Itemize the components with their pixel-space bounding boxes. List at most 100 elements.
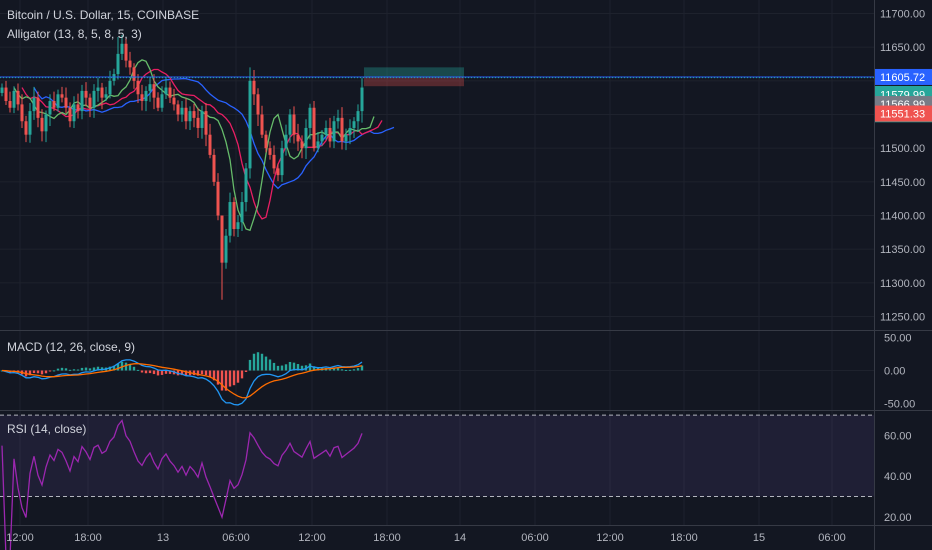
candle-body [224,235,228,263]
macd-bar [148,370,152,374]
candle [212,148,216,186]
time-tick-label: 18:00 [74,532,102,544]
vertical-gridlines [19,0,833,525]
macd-bar [28,370,32,376]
candle [204,103,208,147]
price-tick-label: 11400.00 [880,211,925,223]
macd-bar [276,365,280,371]
candle-body [188,111,192,122]
price-badge-label: 11605.72 [880,72,925,84]
candle-body [268,148,272,155]
macd-bar [296,364,300,371]
candle [200,105,204,139]
candle-body [184,107,188,122]
candle-body [252,80,256,95]
candle [16,83,20,111]
time-tick-label: 06:00 [818,532,846,544]
macd-bar [44,370,48,374]
macd-bar [84,367,88,371]
candle [260,105,264,139]
candle-body [304,127,308,149]
candle [328,117,332,148]
time-tick-label: 18:00 [373,532,401,544]
candle [216,173,220,221]
candle-body [244,168,248,203]
candle-body [24,121,28,135]
time-tick-label: 12:00 [6,532,34,544]
macd-bar [308,363,312,371]
candle-body [36,97,40,118]
price-tick-label: 11250.00 [880,312,925,324]
candle [152,74,156,110]
macd-bar [200,370,204,375]
macd-bar [204,370,208,376]
rsi-tick-label: 40.00 [884,471,912,483]
candle [24,115,28,143]
candle [224,228,228,269]
time-tick-label: 12:00 [596,532,624,544]
candle-body [124,43,128,61]
candle [344,128,348,151]
macd-bar [40,370,44,375]
candle [272,145,276,174]
price-badge-bg [875,68,932,85]
candle [72,96,76,128]
candle [352,117,356,139]
candle [248,67,252,179]
candle-body [284,134,288,149]
candle-body [336,117,340,122]
macd-bar [64,368,68,371]
macd-legend[interactable]: MACD (12, 26, close, 9) [7,340,136,354]
candle [108,70,112,99]
candle [136,74,140,104]
candle [92,84,96,118]
candle [256,88,260,126]
candle-body [248,80,252,169]
candle-body [144,90,148,102]
candle [300,135,304,159]
macd-bar [116,363,120,371]
candle-body [116,53,120,75]
candle [116,37,120,80]
macd-bar [292,362,296,371]
macd-bar [208,370,212,378]
macd-bar [284,364,288,371]
macd-bar [288,361,292,371]
signal-line [1,362,363,399]
macd-bar [280,365,284,371]
candle-body [156,97,160,108]
macd-bar [268,359,272,371]
macd-bar [80,367,84,371]
candle [140,84,144,111]
symbol-legend[interactable]: Bitcoin / U.S. Dollar, 15, COINBASE [7,8,200,22]
macd-bar [300,365,304,371]
alligator-legend[interactable]: Alligator (13, 8, 5, 8, 5, 3) [7,27,142,41]
macd-bar [344,369,348,371]
candle-body [216,181,220,216]
macd-bar [192,370,196,376]
candle [332,115,336,149]
candle [288,109,292,143]
candle-body [240,202,244,223]
macd-bar [260,353,264,371]
candle-body [140,94,144,102]
candle [156,92,160,112]
candle [36,91,40,128]
candle [120,35,124,60]
candle-body [48,101,52,115]
candle-body [280,148,284,176]
macd-bar [332,368,336,371]
macd-bar [48,370,52,372]
time-tick-label: 12:00 [298,532,326,544]
candle [76,93,80,119]
candle [40,109,44,142]
candle-body [180,107,184,115]
candle-body [120,43,124,54]
macd-bar [356,368,360,371]
candle-body [204,111,208,135]
macd-bar [328,369,332,371]
candle [60,86,64,103]
candle [316,132,320,153]
rsi-legend[interactable]: RSI (14, close) [7,422,87,436]
